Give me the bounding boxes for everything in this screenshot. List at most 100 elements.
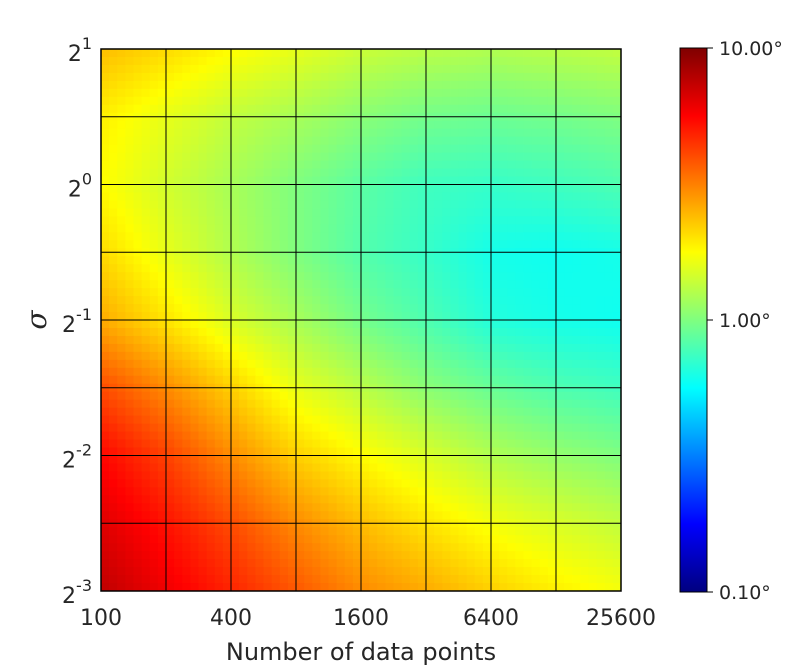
heatmap-cell: [352, 407, 362, 417]
heatmap-cell: [352, 272, 362, 281]
heatmap-cell: [328, 304, 338, 313]
heatmap-cell: [239, 272, 248, 281]
heatmap-cell: [556, 351, 565, 361]
heatmap-cell: [556, 543, 565, 552]
heatmap-cell: [255, 391, 265, 401]
heatmap-cell: [344, 312, 354, 321]
heatmap-cell: [157, 240, 167, 249]
heatmap-cell: [149, 192, 159, 202]
heatmap-cell: [369, 495, 378, 504]
heatmap-cell: [507, 535, 516, 544]
heatmap-cell: [385, 264, 395, 273]
heatmap-cell: [174, 320, 183, 329]
heatmap-cell: [206, 304, 216, 313]
heatmap-cell: [101, 72, 110, 82]
heatmap-cell: [450, 479, 460, 488]
heatmap-cell: [523, 176, 533, 186]
heatmap-cell: [556, 535, 565, 544]
heatmap-cell: [556, 176, 565, 186]
heatmap-cell: [174, 535, 183, 544]
heatmap-cell: [222, 88, 232, 98]
heatmap-cell: [580, 535, 590, 544]
heatmap-cell: [328, 407, 338, 417]
heatmap-cell: [434, 367, 443, 377]
heatmap-cell: [149, 160, 159, 170]
heatmap-cell: [531, 280, 541, 289]
heatmap-cell: [255, 72, 265, 82]
heatmap-cell: [182, 280, 191, 289]
heatmap-cell: [361, 49, 370, 58]
heatmap-cell: [401, 200, 411, 210]
heatmap-cell: [564, 208, 573, 217]
heatmap-cell: [149, 495, 159, 504]
heatmap-cell: [344, 320, 354, 329]
heatmap-cell: [385, 447, 395, 457]
heatmap-cell: [320, 128, 330, 138]
heatmap-cell: [255, 495, 265, 504]
heatmap-cell: [125, 320, 135, 329]
heatmap-cell: [222, 559, 232, 568]
heatmap-cell: [556, 391, 565, 401]
heatmap-cell: [182, 184, 191, 194]
heatmap-cell: [190, 232, 200, 241]
heatmap-cell: [507, 423, 516, 433]
heatmap-cell: [198, 583, 208, 591]
heatmap-cell: [214, 128, 224, 138]
heatmap-cell: [296, 575, 305, 584]
heatmap-cell: [109, 351, 118, 361]
heatmap-cell: [344, 423, 354, 433]
heatmap-cell: [458, 423, 468, 433]
heatmap-cell: [450, 96, 460, 106]
heatmap-cell: [515, 399, 525, 409]
heatmap-cell: [385, 535, 395, 544]
heatmap-cell: [239, 487, 248, 496]
heatmap-cell: [612, 327, 621, 337]
heatmap-cell: [409, 415, 419, 425]
heatmap-cell: [499, 551, 508, 560]
heatmap-cell: [312, 327, 321, 337]
heatmap-cell: [588, 312, 598, 321]
heatmap-cell: [531, 144, 541, 154]
heatmap-cell: [174, 56, 183, 66]
heatmap-cell: [596, 463, 606, 473]
heatmap-cell: [564, 327, 573, 337]
heatmap-cell: [133, 495, 143, 504]
heatmap-cell: [385, 455, 395, 465]
heatmap-cell: [231, 224, 240, 233]
heatmap-cell: [547, 431, 557, 441]
heatmap-cell: [198, 575, 208, 584]
heatmap-cell: [531, 200, 541, 210]
heatmap-cell: [222, 312, 232, 321]
heatmap-cell: [580, 136, 590, 146]
heatmap-cell: [149, 455, 159, 465]
heatmap-cell: [596, 88, 606, 98]
heatmap-cell: [279, 447, 289, 457]
heatmap-cell: [588, 535, 598, 544]
heatmap-cell: [166, 375, 175, 385]
heatmap-cell: [206, 359, 216, 369]
heatmap-cell: [612, 583, 621, 591]
heatmap-cell: [101, 487, 110, 496]
heatmap-cell: [361, 335, 370, 345]
heatmap-cell: [336, 495, 346, 504]
heatmap-cell: [409, 192, 419, 202]
heatmap-cell: [320, 168, 330, 178]
heatmap-cell: [450, 415, 460, 425]
heatmap-cell: [198, 136, 208, 146]
heatmap-cell: [604, 535, 614, 544]
heatmap-cell: [434, 431, 443, 441]
heatmap-cell: [580, 575, 590, 584]
heatmap-cell: [409, 439, 419, 449]
heatmap-cell: [572, 128, 581, 138]
heatmap-cell: [393, 391, 403, 401]
heatmap-cell: [442, 543, 451, 552]
heatmap-cell: [320, 96, 330, 106]
heatmap-cell: [222, 399, 232, 409]
heatmap-cell: [344, 439, 354, 449]
heatmap-cell: [352, 304, 362, 313]
heatmap-cell: [531, 104, 541, 114]
heatmap-cell: [499, 224, 508, 233]
heatmap-cell: [182, 272, 191, 281]
heatmap-cell: [604, 88, 614, 98]
heatmap-cell: [539, 455, 549, 465]
